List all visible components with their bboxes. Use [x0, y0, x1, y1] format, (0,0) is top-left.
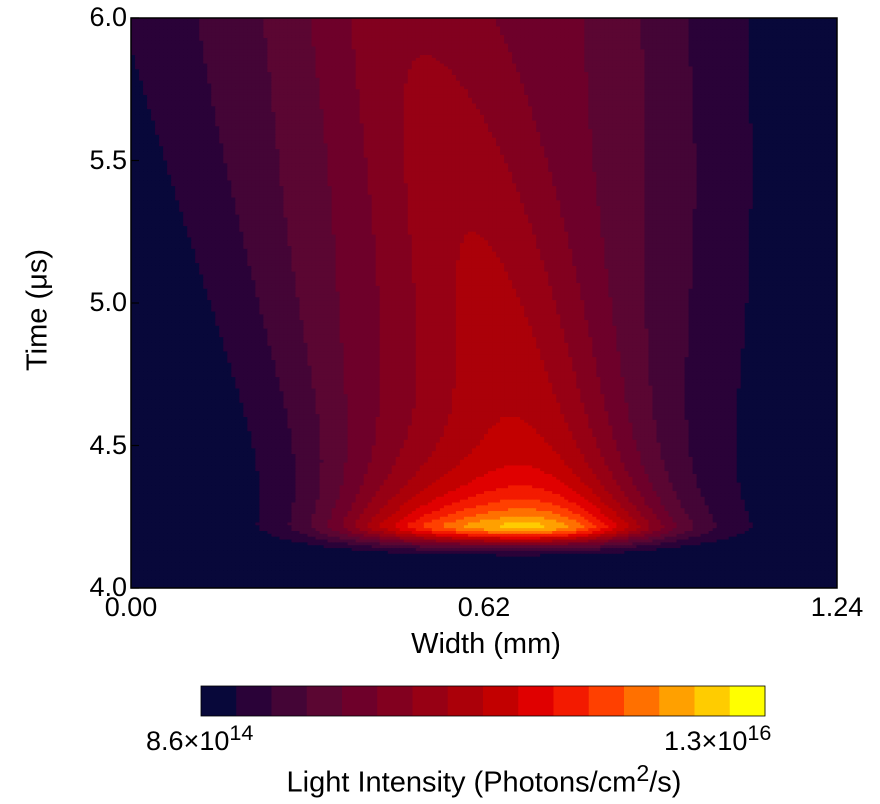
contour-chart: [0, 0, 880, 804]
